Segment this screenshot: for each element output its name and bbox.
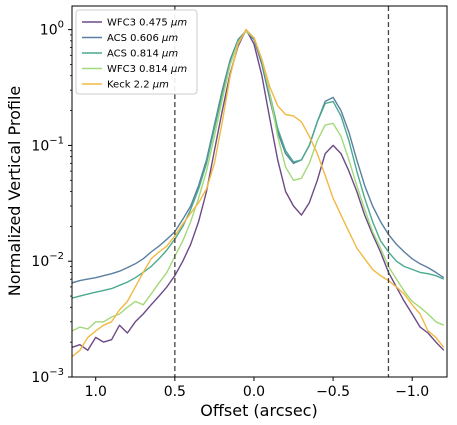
x-axis-title: Offset (arcsec): [200, 401, 317, 420]
series-line-0: [72, 28, 445, 351]
legend-label-4: Keck 2.2 μm: [107, 80, 169, 91]
y-tick-label-0: 100: [40, 20, 64, 39]
legend-label-3: WFC3 0.814 μm: [107, 64, 187, 75]
series-layer: [72, 28, 445, 358]
y-tick-label-1: 10−1: [31, 135, 64, 154]
y-tick-label-2: 10−2: [31, 251, 64, 270]
reference-lines: [174, 6, 390, 377]
legend-label-0: WFC3 0.475 μm: [107, 18, 187, 29]
x-tick-label-1: 0.5: [164, 384, 186, 400]
x-tick-label-2: 0.0: [243, 384, 265, 400]
tick-layer: 1.0 0.5 0.0 −0.5 −1.0 100 10−1 10−2 10−3: [31, 20, 429, 400]
legend-box: [75, 9, 198, 95]
legend-label-1: ACS 0.606 μm: [107, 33, 178, 44]
legend-label-2: ACS 0.814 μm: [107, 49, 178, 60]
x-tick-label-3: −0.5: [316, 384, 350, 400]
series-line-1: [72, 30, 445, 284]
x-tick-label-4: −1.0: [395, 384, 429, 400]
series-line-4: [72, 28, 445, 358]
y-axis-title: Normalized Vertical Profile: [5, 86, 24, 297]
legend: WFC3 0.475 μm ACS 0.606 μm ACS 0.814 μm WFC…: [75, 9, 198, 95]
y-tick-label-3: 10−3: [31, 367, 64, 386]
x-tick-label-0: 1.0: [85, 384, 107, 400]
